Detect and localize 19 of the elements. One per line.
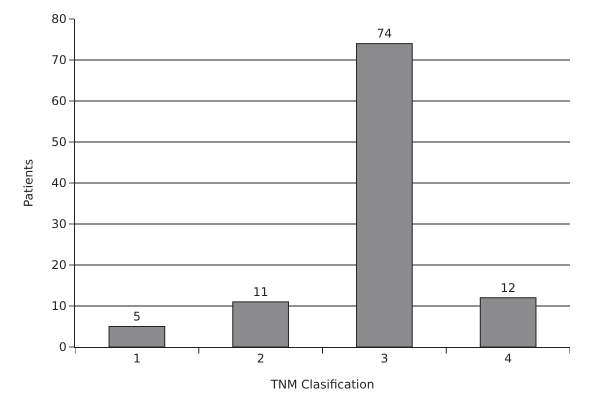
- data-label: 74: [376, 26, 392, 41]
- data-label: 11: [252, 284, 268, 299]
- x-tick-label: 1: [133, 351, 141, 366]
- x-tick-label: 2: [256, 351, 264, 366]
- y-tick-label: 0: [58, 340, 67, 354]
- x-tick-label: 3: [380, 351, 388, 366]
- y-tick-label: 60: [51, 94, 67, 108]
- y-tick-label: 20: [51, 258, 67, 272]
- y-tick-label: 30: [51, 217, 67, 232]
- y-tick-label: 10: [51, 299, 67, 314]
- y-tick-label: 40: [51, 176, 67, 190]
- x-axis-title: TNM Clasification: [270, 377, 374, 392]
- y-axis-title: Patients: [22, 158, 36, 208]
- y-tick-label: 80: [51, 12, 67, 26]
- data-label: 12: [500, 280, 516, 295]
- y-tick-label: 50: [51, 135, 67, 150]
- y-tick-label: 70: [51, 53, 67, 68]
- data-label: 5: [133, 310, 141, 324]
- x-tick-label: 4: [504, 351, 512, 366]
